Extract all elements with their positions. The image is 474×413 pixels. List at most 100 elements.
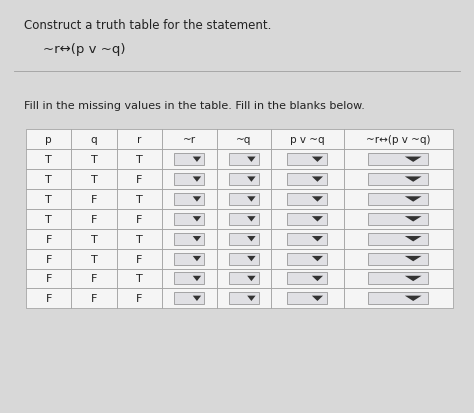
Polygon shape [312,197,323,202]
Polygon shape [405,157,421,162]
Bar [174,233,204,245]
Bar [368,154,428,166]
Polygon shape [193,256,201,261]
Text: F: F [137,214,143,224]
Bar [26,269,72,289]
Text: r: r [137,135,142,145]
Bar [174,174,204,185]
Bar [287,233,328,245]
Bar [117,289,162,309]
Bar [72,150,117,170]
Polygon shape [193,296,201,301]
Bar [117,170,162,190]
Bar [271,229,344,249]
Bar [72,229,117,249]
Text: F: F [91,274,97,284]
Bar [368,214,428,225]
Bar [287,293,328,304]
Polygon shape [312,256,323,261]
Polygon shape [247,256,255,261]
Polygon shape [247,237,255,242]
Bar [174,273,204,285]
Bar [72,130,117,150]
Bar [117,190,162,209]
Polygon shape [193,217,201,222]
Bar [117,249,162,269]
Bar [271,150,344,170]
Text: T: T [46,175,52,185]
Bar [174,154,204,166]
Bar [72,209,117,229]
Bar [174,194,204,205]
Bar [229,273,259,285]
Polygon shape [312,237,323,242]
Text: p: p [46,135,52,145]
Text: T: T [136,274,143,284]
Polygon shape [405,177,421,182]
Text: T: T [46,155,52,165]
Text: T: T [91,155,98,165]
Bar [162,170,217,190]
Text: T: T [46,195,52,204]
Bar [344,170,453,190]
Text: F: F [46,254,52,264]
Polygon shape [312,177,323,182]
Bar [368,293,428,304]
Bar [287,214,328,225]
Bar [72,249,117,269]
Bar [229,214,259,225]
Polygon shape [405,237,421,242]
Bar [271,170,344,190]
Bar [271,249,344,269]
Bar [26,209,72,229]
Text: ~r↔(p v ~q): ~r↔(p v ~q) [366,135,430,145]
Bar [217,170,271,190]
Text: ~r: ~r [183,135,196,145]
Bar [162,229,217,249]
Polygon shape [312,276,323,281]
Bar [26,289,72,309]
Bar [229,293,259,304]
Bar [344,190,453,209]
Text: F: F [46,294,52,304]
Polygon shape [247,177,255,182]
Bar [162,289,217,309]
Bar [174,293,204,304]
Polygon shape [247,276,255,281]
Bar [117,269,162,289]
Bar [344,269,453,289]
Text: T: T [91,175,98,185]
Polygon shape [312,296,323,301]
Text: Fill in the missing values in the table. Fill in the blanks below.: Fill in the missing values in the table.… [24,101,365,111]
Bar [217,269,271,289]
Bar [344,249,453,269]
Bar [174,214,204,225]
Text: F: F [91,214,97,224]
Bar [368,194,428,205]
Bar [344,289,453,309]
Bar [26,190,72,209]
Polygon shape [193,197,201,202]
Bar [271,269,344,289]
Polygon shape [405,296,421,301]
Bar [287,273,328,285]
Text: T: T [46,214,52,224]
Bar [344,150,453,170]
Bar [117,209,162,229]
Bar [26,249,72,269]
Text: T: T [91,234,98,244]
Text: F: F [137,254,143,264]
Bar [229,194,259,205]
Bar [229,233,259,245]
Bar [26,229,72,249]
Bar [229,253,259,265]
Polygon shape [405,217,421,222]
Text: T: T [136,155,143,165]
Text: p v ~q: p v ~q [290,135,325,145]
Bar [162,130,217,150]
Polygon shape [193,157,201,162]
Text: T: T [136,234,143,244]
Bar [26,150,72,170]
Text: ~r↔(p v ~q): ~r↔(p v ~q) [43,43,125,56]
Bar [271,289,344,309]
